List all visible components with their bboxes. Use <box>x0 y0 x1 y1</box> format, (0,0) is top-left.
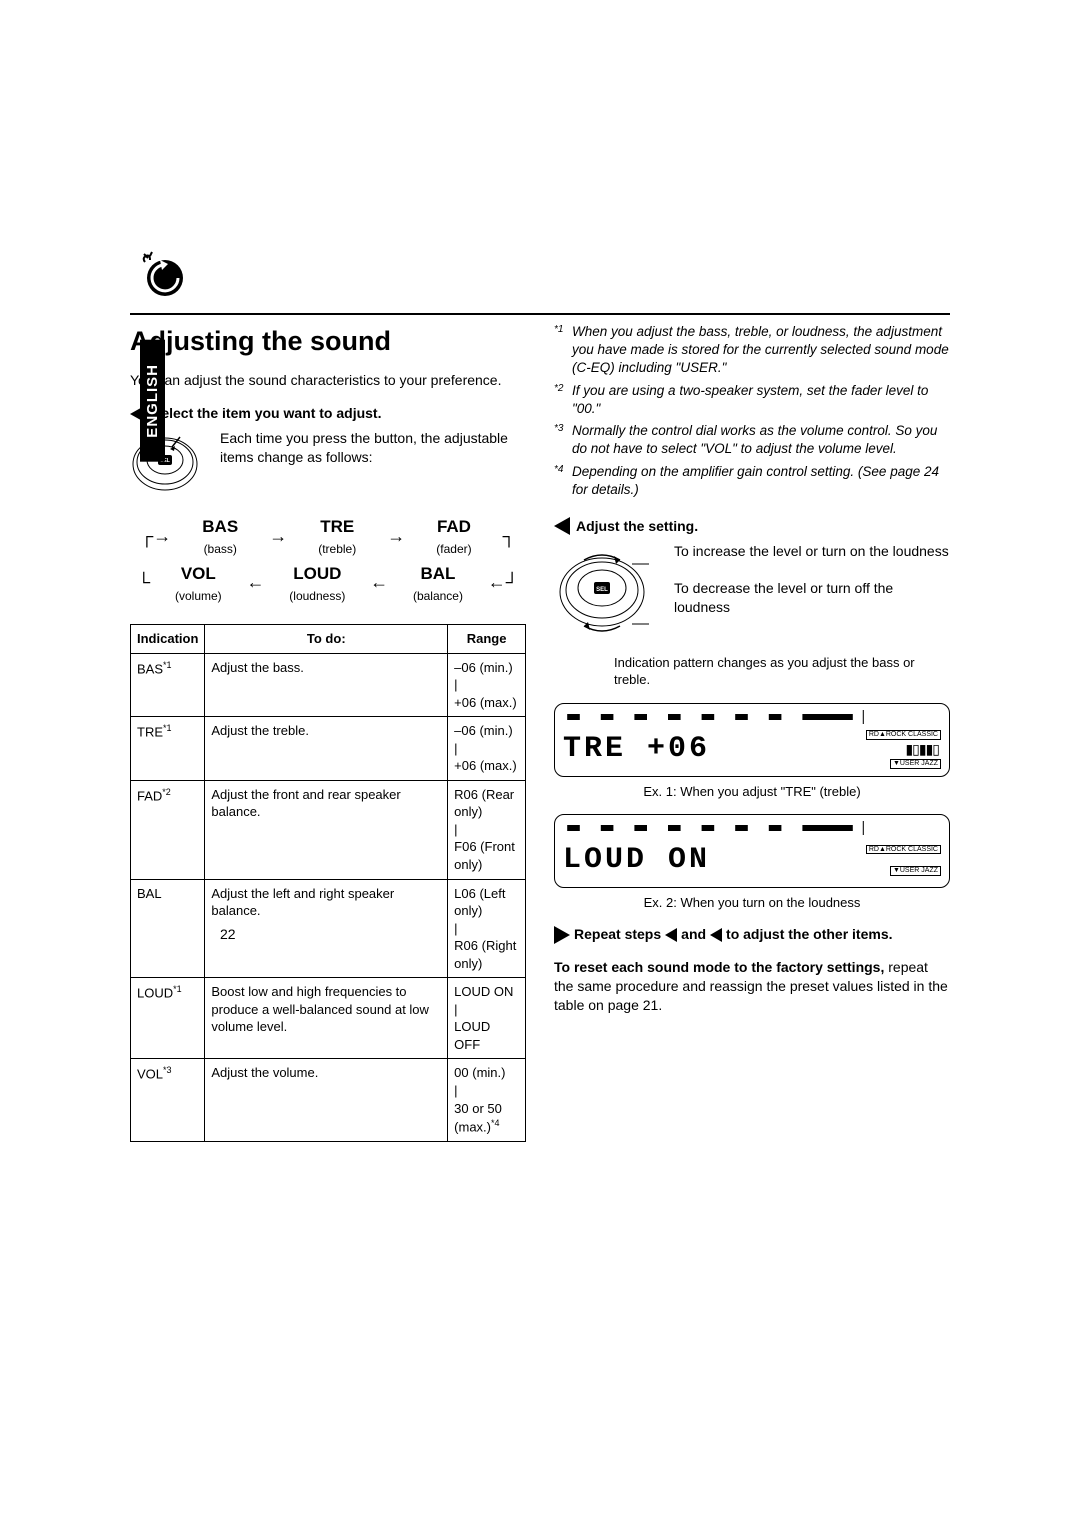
lcd-display-1: TRE +06 RD▲ROCK CLASSIC ▮▯▮▮▯ ▼USER JAZZ <box>554 703 950 777</box>
repeat-text-c: to adjust the other items. <box>726 925 892 944</box>
table-header: Indication <box>131 624 205 653</box>
repeat-text-a: Repeat steps <box>574 925 661 944</box>
table-header: To do: <box>205 624 448 653</box>
repeat-tri-2-icon <box>710 928 722 942</box>
table-row: TRE*1Adjust the treble.–06 (min.)|+06 (m… <box>131 717 526 781</box>
footnote: *1When you adjust the bass, treble, or l… <box>554 323 950 378</box>
header-divider <box>130 313 950 315</box>
footnote: *3Normally the control dial works as the… <box>554 422 950 458</box>
lcd-1-text: TRE +06 <box>563 729 710 770</box>
lcd-2-badges: RD▲ROCK CLASSIC ▼USER JAZZ <box>866 844 941 877</box>
flow-diagram: ┌→ BAS(bass) → TRE(treble) → FAD(fader) … <box>130 513 526 606</box>
table-row: BALAdjust the left and right speaker bal… <box>131 879 526 978</box>
repeat-triangle-icon <box>554 926 570 944</box>
header-icon <box>130 250 950 305</box>
table-row: VOL*3Adjust the volume.00 (min.)|30 or 5… <box>131 1059 526 1142</box>
example-1-caption: Ex. 1: When you adjust "TRE" (treble) <box>554 783 950 801</box>
step-1-description: Each time you press the button, the adju… <box>220 429 526 499</box>
example-2-caption: Ex. 2: When you turn on the loudness <box>554 894 950 912</box>
dial-decrease-text: To decrease the level or turn off the lo… <box>674 579 950 617</box>
step-2-label: Adjust the setting. <box>576 517 698 536</box>
page-number: 22 <box>220 926 236 942</box>
control-dial-icon: SEL <box>554 542 654 642</box>
right-column: *1When you adjust the bass, treble, or l… <box>554 323 950 1142</box>
repeat-step: Repeat steps and to adjust the other ite… <box>554 925 950 944</box>
step-1-row: SEL Each time you press the button, the … <box>130 429 526 499</box>
step-1-label: Select the item you want to adjust. <box>152 404 381 423</box>
footnote: *2If you are using a two-speaker system,… <box>554 382 950 418</box>
step-2-triangle-icon <box>554 517 570 535</box>
reset-text: To reset each sound mode to the factory … <box>554 958 950 1015</box>
left-column: Adjusting the sound You can adjust the s… <box>130 323 526 1142</box>
pattern-caption: Indication pattern changes as you adjust… <box>554 654 950 689</box>
dial-block: SEL To increase the level or turn on the… <box>554 542 950 642</box>
repeat-tri-1-icon <box>665 928 677 942</box>
footnotes: *1When you adjust the bass, treble, or l… <box>554 323 950 499</box>
step-2-heading: Adjust the setting. <box>554 517 950 536</box>
settings-table: Indication To do: Range BAS*1Adjust the … <box>130 624 526 1142</box>
dial-descriptions: To increase the level or turn on the lou… <box>674 542 950 617</box>
footnote: *4Depending on the amplifier gain contro… <box>554 463 950 499</box>
language-tab: ENGLISH <box>140 340 165 462</box>
lcd-1-badges: RD▲ROCK CLASSIC ▮▯▮▮▯ ▼USER JAZZ <box>866 729 941 770</box>
section-title: Adjusting the sound <box>130 323 526 359</box>
repeat-text-b: and <box>681 925 706 944</box>
table-header: Range <box>448 624 526 653</box>
svg-text:SEL: SEL <box>596 587 608 593</box>
intro-text: You can adjust the sound characteristics… <box>130 371 526 390</box>
reset-bold: To reset each sound mode to the factory … <box>554 959 884 975</box>
content-columns: Adjusting the sound You can adjust the s… <box>130 323 950 1142</box>
table-row: LOUD*1Boost low and high frequencies to … <box>131 978 526 1059</box>
manual-page: ENGLISH Adjusting the sound You can adju… <box>0 0 1080 1142</box>
lcd-2-text: LOUD ON <box>563 840 710 881</box>
table-row: FAD*2Adjust the front and rear speaker b… <box>131 780 526 879</box>
lcd-display-2: LOUD ON RD▲ROCK CLASSIC ▼USER JAZZ <box>554 814 950 887</box>
table-row: BAS*1Adjust the bass.–06 (min.)|+06 (max… <box>131 653 526 717</box>
dial-increase-text: To increase the level or turn on the lou… <box>674 542 950 561</box>
step-1-heading: Select the item you want to adjust. <box>130 404 526 423</box>
